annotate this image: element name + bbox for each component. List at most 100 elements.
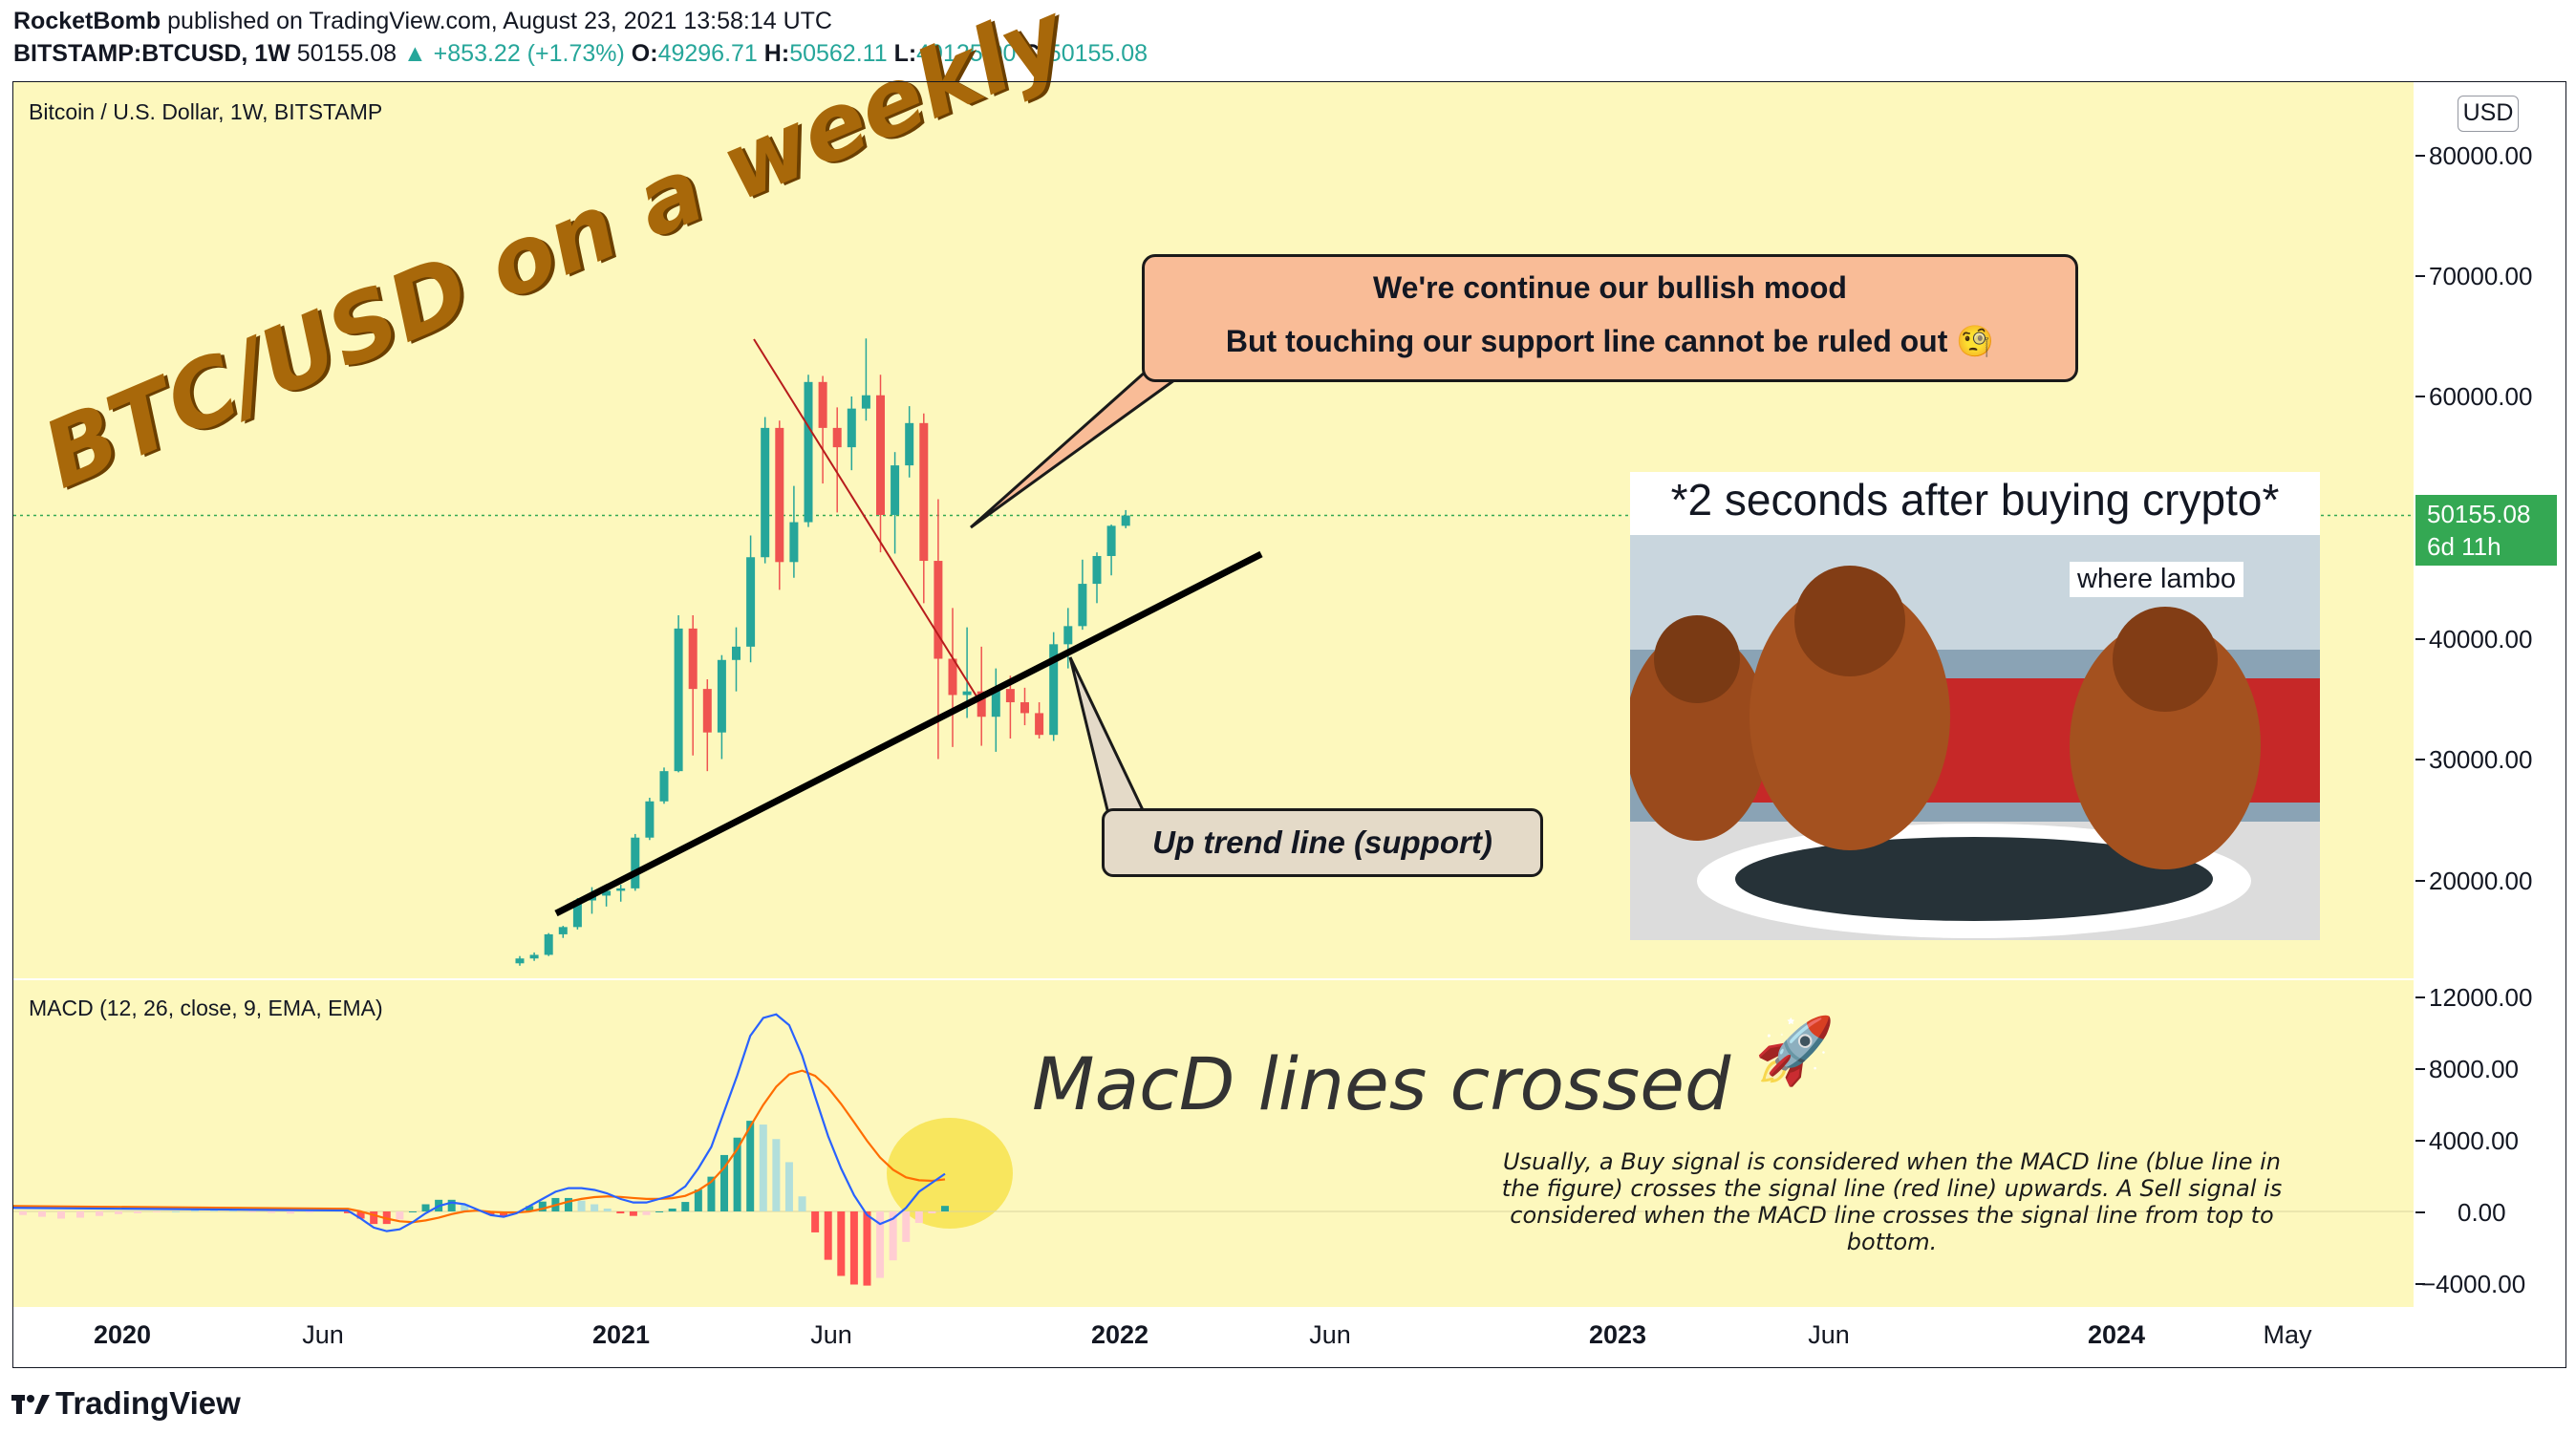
candle-body <box>847 408 856 448</box>
macd-headline[interactable]: MacD lines crossed <box>1032 1041 1731 1126</box>
histogram-bar <box>889 1211 897 1261</box>
axis-tick <box>2415 996 2425 998</box>
candle-body <box>991 689 1000 718</box>
axis-tick <box>2415 638 2425 640</box>
candle-body <box>746 557 756 647</box>
candle-body <box>515 958 525 964</box>
histogram-bar <box>642 1211 651 1215</box>
last-price: 50155.08 <box>296 40 397 67</box>
histogram-bar <box>902 1211 911 1242</box>
histogram-bar <box>707 1176 716 1211</box>
candle-body <box>702 689 712 733</box>
publish-header: RocketBomb published on TradingView.com,… <box>13 8 832 35</box>
macd-explanation-note[interactable]: Usually, a Buy signal is considered when… <box>1501 1148 2283 1255</box>
histogram-bar <box>772 1139 781 1211</box>
candle-body <box>674 628 683 772</box>
time-label: 2022 <box>1090 1320 1149 1349</box>
support-label-box[interactable]: Up trend line (support) <box>1102 808 1543 877</box>
time-axis[interactable] <box>13 1309 2414 1368</box>
candle-body <box>544 933 553 955</box>
histogram-bar <box>115 1211 122 1214</box>
axis-tick <box>2415 880 2425 882</box>
candle-body <box>659 771 669 802</box>
meme-image[interactable]: *2 seconds after buying crypto* where la… <box>1630 472 2320 940</box>
time-label: Jun <box>1808 1320 1850 1349</box>
main-legend[interactable]: Bitcoin / U.S. Dollar, 1W, BITSTAMP <box>29 99 383 124</box>
histogram-bar <box>38 1211 46 1217</box>
macd-axis-label: 12000.00 <box>2429 983 2533 1012</box>
histogram-bar <box>681 1202 690 1211</box>
current-price-tag[interactable]: 50155.08 6d 11h <box>2415 495 2557 566</box>
signal-line <box>12 1069 946 1224</box>
currency-badge[interactable]: USD <box>2458 96 2519 132</box>
histogram-bar <box>733 1137 741 1211</box>
candle-body <box>572 900 582 928</box>
axis-tick <box>2415 1283 2425 1285</box>
open-label: O: <box>631 40 658 67</box>
histogram-bar <box>229 1210 237 1211</box>
histogram-bar <box>784 1162 793 1211</box>
histogram-bar <box>538 1201 547 1211</box>
price-label: 80000.00 <box>2429 141 2533 170</box>
price-label: 20000.00 <box>2429 867 2533 895</box>
published-text: published on TradingView.com, August 23,… <box>161 8 832 34</box>
candle-body <box>905 422 914 466</box>
axis-tick <box>2415 1068 2425 1070</box>
down-trend-line <box>753 338 979 700</box>
candle-body <box>1063 626 1073 645</box>
price-label: 60000.00 <box>2429 382 2533 411</box>
histogram-bar <box>396 1211 404 1220</box>
high-label: H: <box>763 40 790 67</box>
candle-body <box>977 691 986 718</box>
candle-body <box>1020 702 1029 714</box>
histogram-bar <box>811 1211 820 1232</box>
bullish-callout[interactable]: We're continue our bullish mood But touc… <box>1142 254 2078 382</box>
histogram-bar <box>914 1211 923 1223</box>
high-value: 50562.11 <box>789 40 888 67</box>
histogram-bar <box>191 1210 199 1211</box>
candle-body <box>1005 689 1015 703</box>
low-label: L: <box>893 40 917 67</box>
price-label: 40000.00 <box>2429 625 2533 653</box>
symbol-label: BITSTAMP:BTCUSD, 1W <box>13 40 290 67</box>
tradingview-logo-icon <box>11 1385 50 1422</box>
histogram-bar <box>746 1121 755 1211</box>
price-change: ▲ +853.22 (+1.73%) <box>402 40 625 67</box>
histogram-bar <box>577 1200 586 1211</box>
macd-axis-label: −4000.00 <box>2421 1270 2526 1298</box>
bar-countdown: 6d 11h <box>2427 532 2501 561</box>
histogram-bar <box>876 1211 885 1278</box>
current-price-value: 50155.08 <box>2427 500 2531 528</box>
meme-caption: where lambo <box>2070 562 2244 597</box>
histogram-bar <box>564 1197 572 1211</box>
callout-line1: We're continue our bullish mood <box>1373 270 1847 305</box>
price-axis[interactable] <box>2415 82 2566 1307</box>
candle-body <box>602 890 612 896</box>
author-name[interactable]: RocketBomb <box>13 8 161 34</box>
histogram-bar <box>287 1211 294 1214</box>
candle-body <box>631 837 640 889</box>
brand-name: TradingView <box>55 1385 241 1421</box>
macd-pane[interactable]: MACD (12, 26, close, 9, EMA, EMA) <box>12 980 2414 1307</box>
candle-body <box>948 658 957 696</box>
histogram-bar <box>590 1204 599 1211</box>
axis-tick <box>2415 1140 2425 1142</box>
low-value: 49125.00 <box>916 40 1017 67</box>
histogram-bar <box>134 1211 141 1213</box>
time-label: Jun <box>1309 1320 1351 1349</box>
orangutan-meme-picture: where lambo <box>1630 535 2320 940</box>
histogram-bar <box>720 1154 729 1211</box>
macd-line <box>12 1013 946 1232</box>
price-chart-svg <box>13 338 2414 966</box>
candle-body <box>1121 515 1130 526</box>
price-label: 30000.00 <box>2429 745 2533 774</box>
tradingview-logo[interactable]: TradingView <box>11 1385 241 1422</box>
close-value: 50155.08 <box>1047 40 1148 67</box>
macd-axis-label: 8000.00 <box>2429 1055 2519 1083</box>
axis-tick <box>2415 396 2425 397</box>
rocket-icon: 🚀 <box>1754 1015 1835 1087</box>
macd-legend[interactable]: MACD (12, 26, close, 9, EMA, EMA) <box>29 996 383 1020</box>
histogram-bar <box>96 1211 103 1216</box>
histogram-bar <box>447 1199 456 1211</box>
histogram-bar <box>837 1211 846 1276</box>
